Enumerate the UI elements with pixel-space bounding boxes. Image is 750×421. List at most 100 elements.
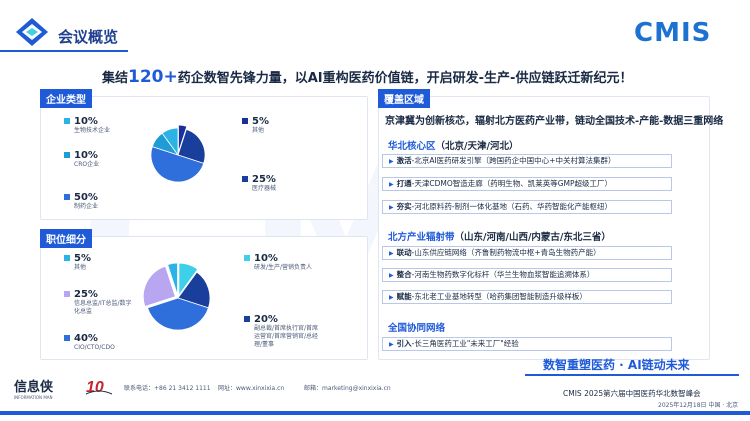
legend-label: 信息总监/IT总监/数字化总监 [74, 300, 132, 315]
legend-pct: 40% [74, 333, 98, 344]
item-keyword: 打通 [396, 179, 412, 188]
legend-pct: 20% [254, 314, 278, 325]
item-text: -东北老工业基地转型（哈药集团智能制造升级样板） [411, 292, 587, 301]
core-item: ▶ 打通-天津CDMO智造走廊（药明生物、凯莱英等GMP超级工厂） [382, 177, 672, 191]
triangle-icon: ▶ [389, 204, 394, 211]
item-text: -北京AI医药研发引擎（跨国药企中国中心+中关村算法集群） [411, 156, 616, 165]
item-text: -河北原料药-制剂一体化基地（石药、华药智能化产能枢纽） [411, 202, 613, 211]
position-tab: 职位细分 [40, 229, 92, 248]
tagline: 集结120+药企数智先锋力量，以AI重构医药价值链，开启研发-生产-供应链跃迁新… [102, 67, 632, 87]
enterprise-legend-pharma: 50% 制药企业 [64, 192, 99, 211]
enterprise-type-tab: 企业类型 [40, 89, 92, 108]
legend-pct: 10% [74, 150, 98, 161]
legend-label: CRO企业 [74, 161, 100, 168]
item-keyword: 赋能 [396, 292, 412, 301]
core-item: ▶ 夯实-河北原料药-制剂一体化基地（石药、华药智能化产能枢纽） [382, 200, 672, 214]
header-logo-icon [14, 16, 50, 48]
legend-swatch [64, 152, 70, 158]
enterprise-legend-other: 5% 其他 [242, 116, 269, 135]
legend-swatch [64, 291, 70, 297]
coverage-panel [378, 96, 710, 360]
legend-label: 医疗器械 [252, 185, 277, 192]
event-name: CMIS 2025第六届中国医药华北数智峰会 [563, 389, 701, 398]
legend-label: 其他 [74, 264, 87, 271]
enterprise-legend-biotech: 10% 生物技术企业 [64, 116, 111, 135]
legend-swatch [242, 118, 248, 124]
slogan: 数智重塑医药 · AI链动未来 [543, 358, 690, 372]
legend-label: CIO/CTO/CDO [74, 344, 115, 351]
item-text: -山东供应链网络（齐鲁制药物流中枢+青岛生物药产能） [411, 248, 601, 257]
position-legend-cio: 40% CIO/CTO/CDO [64, 333, 115, 352]
pie-slice [178, 262, 199, 297]
page-title: 会议概览 [58, 28, 119, 46]
footer-website: 网址：www.xinxixia.cn [218, 385, 285, 392]
position-legend-other: 5% 其他 [64, 253, 91, 272]
legend-pct: 50% [74, 192, 98, 203]
legend-swatch [64, 335, 70, 341]
pie-slice [177, 128, 206, 164]
belt-region-sub: （山东/河南/山西/内蒙古/东北三省） [454, 232, 611, 243]
legend-pct: 10% [74, 116, 98, 127]
item-text: -河南生物药数字化标杆（华兰生物血浆智能追溯体系） [411, 270, 595, 279]
item-text: -天津CDMO智造走廊（药明生物、凯莱英等GMP超级工厂） [411, 179, 613, 188]
legend-label: 副总裁/首席执行官/首席运营官/首席营销官/总经理/董事 [254, 325, 319, 348]
pie-slice [161, 127, 179, 157]
legend-label: 生物技术企业 [74, 127, 111, 134]
footer-phone: 联系电话：+86 21 3412 1111 [124, 385, 211, 392]
brand-sub: INFORMATION MAN [14, 395, 53, 400]
core-region-sub: （北京/天津/河北） [435, 141, 519, 152]
bottom-bar [0, 411, 750, 415]
position-legend-rd-head: 10% 研发/生产/营销负责人 [244, 253, 313, 272]
legend-label: 其他 [252, 127, 265, 134]
legend-swatch [64, 255, 70, 261]
item-keyword: 夯实 [396, 202, 412, 211]
legend-pct: 10% [254, 253, 278, 264]
tagline-pre: 集结 [102, 71, 129, 86]
coverage-tab: 覆盖区域 [378, 89, 430, 108]
legend-label: 研发/生产/营销负责人 [254, 264, 313, 271]
belt-item: ▶ 联动-山东供应链网络（齐鲁制药物流中枢+青岛生物药产能） [382, 246, 672, 260]
item-keyword: 整合 [396, 270, 412, 279]
coverage-intro: 京津冀为创新核芯，辐射北方医药产业带，链动全国技术-产能-数据三重网络 [385, 116, 724, 127]
belt-region-head: 北方产业辐射带（山东/河南/山西/内蒙古/东北三省） [388, 229, 611, 243]
triangle-icon: ▶ [389, 294, 394, 301]
national-region-head: 全国协同网络 [388, 320, 445, 334]
legend-label: 制药企业 [74, 203, 99, 210]
legend-pct: 25% [252, 174, 276, 185]
pie-slice [150, 146, 205, 183]
item-text: -长三角医药工业"未来工厂"经验 [411, 339, 519, 348]
belt-region-title: 北方产业辐射带 [388, 232, 455, 243]
cmis-logo: CMIS [634, 18, 712, 48]
pie-slice [178, 124, 188, 153]
position-legend-it-director: 25% 信息总监/IT总监/数字化总监 [64, 289, 134, 316]
enterprise-legend-device: 25% 医疗器械 [242, 174, 277, 193]
pie-slice [147, 297, 209, 331]
legend-pct: 5% [252, 116, 269, 127]
core-region-head: 华北核心区（北京/天津/河北） [388, 138, 518, 152]
legend-swatch [64, 194, 70, 200]
national-region-title: 全国协同网络 [388, 323, 446, 334]
core-region-title: 华北核心区 [388, 141, 436, 152]
legend-swatch [64, 118, 70, 124]
pie-slice [167, 262, 178, 296]
item-keyword: 引入 [396, 339, 412, 348]
item-keyword: 激活 [396, 156, 412, 165]
belt-item: ▶ 整合-河南生物药数字化标杆（华兰生物血浆智能追溯体系） [382, 268, 672, 282]
legend-pct: 5% [74, 253, 91, 264]
legend-swatch [242, 176, 248, 182]
position-pie-chart [142, 262, 211, 331]
pie-slice [177, 271, 211, 309]
enterprise-legend-cro: 10% CRO企业 [64, 150, 100, 169]
enterprise-pie-chart [150, 124, 206, 183]
svg-text:10: 10 [86, 379, 104, 396]
belt-item: ▶ 赋能-东北老工业基地转型（哈药集团智能制造升级样板） [382, 290, 672, 304]
slogan-underline [525, 374, 739, 376]
brand-name: 信息侠 [14, 380, 54, 395]
core-item: ▶ 激活-北京AI医药研发引擎（跨国药企中国中心+中关村算法集群） [382, 154, 672, 168]
triangle-icon: ▶ [389, 341, 394, 348]
tagline-post: 药企数智先锋力量，以AI重构医药价值链，开启研发-生产-供应链跃迁新纪元！ [177, 71, 633, 86]
legend-swatch [244, 255, 250, 261]
legend-pct: 25% [74, 289, 98, 300]
legend-swatch [244, 316, 250, 322]
tagline-highlight: 120+ [128, 67, 178, 87]
